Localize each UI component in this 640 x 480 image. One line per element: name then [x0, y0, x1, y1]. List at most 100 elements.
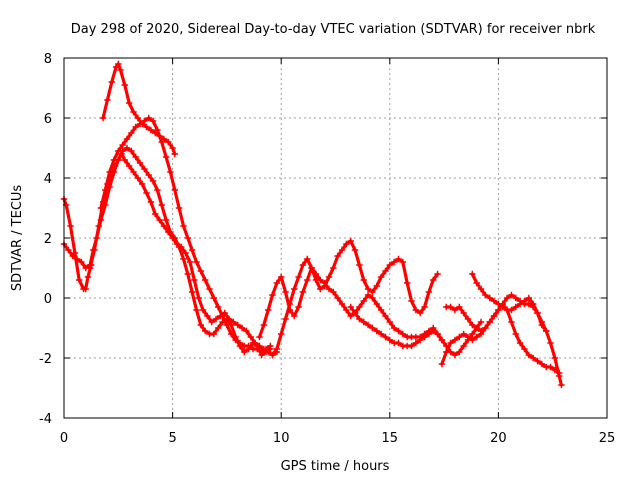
- data-point: [215, 303, 222, 311]
- data-point: [516, 300, 524, 308]
- data-point: [304, 276, 311, 284]
- data-point: [464, 315, 472, 323]
- data-point: [256, 333, 263, 341]
- data-point: [360, 297, 367, 305]
- data-point: [282, 288, 289, 296]
- y-tick-label: 8: [44, 52, 52, 67]
- data-point: [212, 315, 220, 323]
- data-point: [132, 123, 139, 131]
- data-point: [188, 246, 196, 254]
- data-point: [119, 141, 126, 149]
- data-point: [334, 252, 341, 260]
- series-track-3: [86, 150, 281, 359]
- axes: 0 5 10 15 20 25 -4 -2 0 2 4 6 8: [39, 52, 615, 446]
- series-track-7: [269, 237, 441, 359]
- data-point: [143, 189, 150, 197]
- data-point: [538, 321, 546, 329]
- data-point: [508, 291, 515, 299]
- data-point: [508, 318, 515, 326]
- data-point: [108, 78, 115, 86]
- data-point: [269, 291, 276, 299]
- data-point: [364, 285, 372, 293]
- data-point: [278, 330, 285, 338]
- data-point: [169, 144, 176, 152]
- y-tick-label: 4: [44, 172, 52, 187]
- data-point: [377, 306, 385, 314]
- data-point: [386, 318, 393, 326]
- data-point: [210, 330, 218, 338]
- data-point: [180, 255, 187, 263]
- data-point: [86, 264, 94, 272]
- data-point: [490, 297, 498, 305]
- data-point: [67, 222, 74, 230]
- data-point: [165, 138, 172, 146]
- data-point: [162, 216, 170, 224]
- data-point: [173, 240, 181, 248]
- data-point: [267, 342, 274, 350]
- data-point: [115, 147, 122, 155]
- data-point: [125, 162, 133, 170]
- data-point: [351, 246, 359, 254]
- x-tick-label: 5: [168, 431, 176, 446]
- data-point: [490, 312, 498, 320]
- data-point: [473, 333, 480, 341]
- data-point: [243, 327, 250, 335]
- data-point: [97, 204, 105, 212]
- data-point: [210, 294, 218, 302]
- data-point: [469, 330, 476, 338]
- data-point: [184, 234, 192, 242]
- data-point: [395, 255, 402, 263]
- data-point: [204, 312, 211, 320]
- data-point: [356, 303, 363, 311]
- data-point: [456, 348, 463, 356]
- series-line: [99, 116, 272, 354]
- data-point: [145, 114, 152, 122]
- data-point: [117, 66, 124, 74]
- data-point: [338, 300, 346, 308]
- data-point: [386, 336, 393, 344]
- data-point: [443, 348, 450, 356]
- data-point: [364, 321, 372, 329]
- series-line: [62, 197, 93, 291]
- data-point: [171, 150, 178, 158]
- data-point: [69, 252, 76, 260]
- data-point: [330, 264, 337, 272]
- data-point: [291, 312, 298, 320]
- data-point: [451, 336, 459, 344]
- data-point: [162, 153, 170, 161]
- data-point: [477, 327, 485, 335]
- data-point: [386, 261, 393, 269]
- data-point: [395, 339, 402, 347]
- data-point: [141, 117, 148, 125]
- data-point: [230, 318, 237, 326]
- data-point: [123, 144, 131, 152]
- data-point: [232, 336, 239, 344]
- data-point: [347, 303, 354, 311]
- data-point: [145, 171, 152, 179]
- data-point: [512, 303, 519, 311]
- chart-title: Day 298 of 2020, Sidereal Day-to-day VTE…: [71, 22, 596, 37]
- data-point: [456, 333, 463, 341]
- y-tick-label: 2: [44, 232, 52, 247]
- data-point: [512, 294, 519, 302]
- data-point: [215, 324, 222, 332]
- data-point: [438, 360, 446, 368]
- data-point: [84, 273, 92, 281]
- data-point: [121, 81, 129, 89]
- data-point: [158, 201, 165, 209]
- data-point: [330, 288, 337, 296]
- data-point: [356, 261, 363, 269]
- data-point: [369, 294, 376, 302]
- data-point: [106, 168, 113, 176]
- data-point: [495, 300, 502, 308]
- data-point: [351, 309, 359, 317]
- data-point: [338, 246, 346, 254]
- data-point: [317, 285, 324, 293]
- data-point: [197, 321, 205, 329]
- data-point: [369, 324, 376, 332]
- data-point: [508, 306, 515, 314]
- data-point: [193, 258, 200, 266]
- x-tick-label: 0: [60, 431, 68, 446]
- data-point: [556, 369, 563, 377]
- data-point: [165, 228, 172, 236]
